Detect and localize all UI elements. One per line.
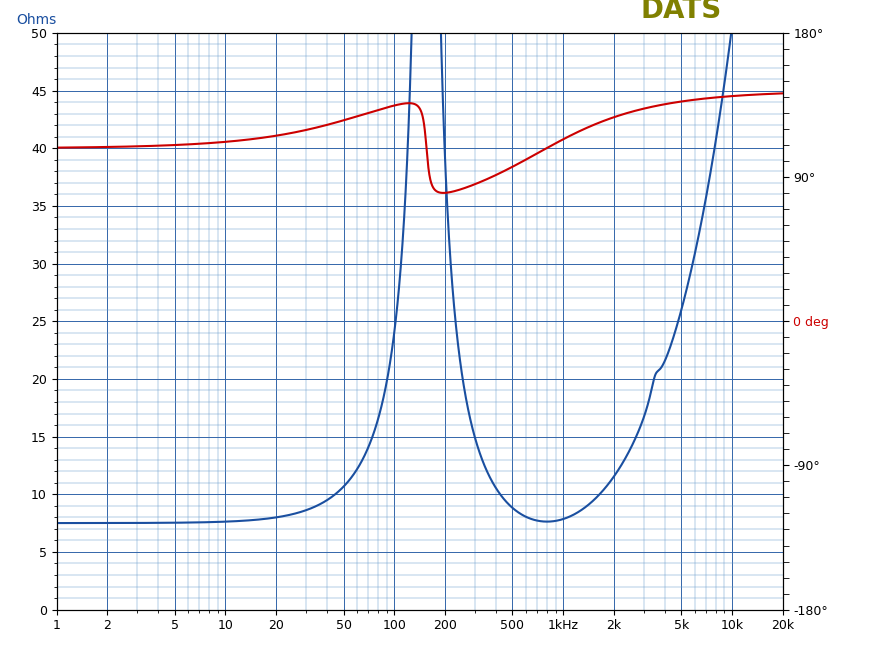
Text: Ohms: Ohms: [17, 13, 56, 27]
Text: 3.1.6: 3.1.6: [701, 0, 727, 1]
Text: DATS: DATS: [640, 0, 720, 24]
